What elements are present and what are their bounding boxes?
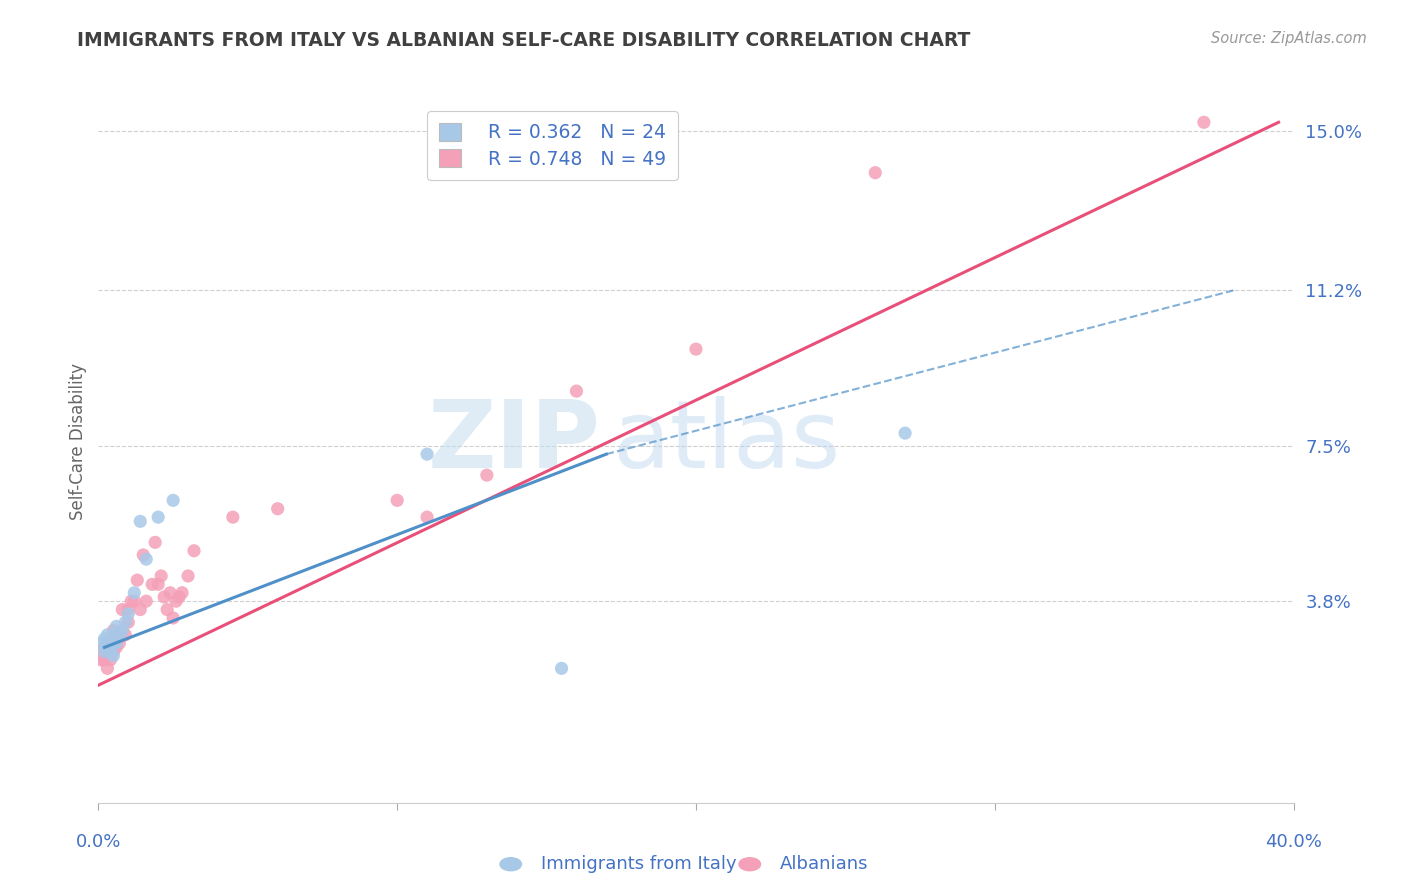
Text: Source: ZipAtlas.com: Source: ZipAtlas.com <box>1211 31 1367 46</box>
Point <box>98 653 122 667</box>
Point <box>105 619 128 633</box>
Point <box>108 636 131 650</box>
Point <box>93 632 115 646</box>
Point <box>135 552 157 566</box>
Point <box>96 636 118 650</box>
Point <box>117 607 139 621</box>
Point <box>114 615 136 630</box>
Point <box>565 384 588 398</box>
Point <box>93 653 115 667</box>
Text: 40.0%: 40.0% <box>1265 833 1322 851</box>
Text: Immigrants from Italy: Immigrants from Italy <box>541 855 737 873</box>
Point <box>153 590 176 604</box>
Point <box>165 594 187 608</box>
Circle shape <box>740 858 761 871</box>
Point <box>96 661 118 675</box>
Point <box>129 514 152 528</box>
Point <box>103 648 125 663</box>
Legend:   R = 0.362   N = 24,   R = 0.748   N = 49: R = 0.362 N = 24, R = 0.748 N = 49 <box>427 112 678 180</box>
Point <box>117 602 139 616</box>
Point <box>177 569 200 583</box>
Point <box>148 510 170 524</box>
Point <box>685 342 707 356</box>
Point <box>90 636 112 650</box>
Point <box>129 602 152 616</box>
Point <box>93 640 115 655</box>
Point <box>111 624 134 638</box>
Point <box>150 569 173 583</box>
Point <box>103 636 125 650</box>
Point <box>103 628 125 642</box>
Point <box>108 628 131 642</box>
Point <box>162 493 184 508</box>
Point <box>894 426 917 441</box>
Point <box>90 644 112 658</box>
Point <box>90 653 112 667</box>
Point <box>222 510 245 524</box>
Point <box>550 661 572 675</box>
Text: atlas: atlas <box>613 395 841 488</box>
Point <box>132 548 155 562</box>
Point <box>96 628 118 642</box>
Point <box>416 510 439 524</box>
Point <box>96 640 118 655</box>
Point <box>103 644 125 658</box>
Point <box>114 628 136 642</box>
Point <box>385 493 409 508</box>
Text: ZIP: ZIP <box>427 395 600 488</box>
Point <box>105 628 128 642</box>
Point <box>93 644 115 658</box>
Point <box>103 632 125 646</box>
Point <box>172 586 194 600</box>
Point <box>98 640 122 655</box>
Point <box>105 636 128 650</box>
Point <box>103 624 125 638</box>
Point <box>159 586 181 600</box>
Y-axis label: Self-Care Disability: Self-Care Disability <box>69 363 87 520</box>
Point <box>111 624 134 638</box>
Text: Albanians: Albanians <box>779 855 868 873</box>
Point <box>267 501 290 516</box>
Point <box>127 573 149 587</box>
Point <box>141 577 163 591</box>
Point <box>96 644 118 658</box>
Point <box>120 594 142 608</box>
Point <box>183 543 205 558</box>
Point <box>98 644 122 658</box>
Point <box>124 586 146 600</box>
Point <box>135 594 157 608</box>
Point <box>162 611 184 625</box>
Point <box>167 590 190 604</box>
Point <box>98 636 122 650</box>
Point <box>117 615 139 630</box>
Point <box>124 594 146 608</box>
Point <box>475 468 498 483</box>
Point <box>108 628 131 642</box>
Point <box>416 447 439 461</box>
Point <box>148 577 170 591</box>
Point <box>865 166 887 180</box>
Text: IMMIGRANTS FROM ITALY VS ALBANIAN SELF-CARE DISABILITY CORRELATION CHART: IMMIGRANTS FROM ITALY VS ALBANIAN SELF-C… <box>77 31 970 50</box>
Point <box>105 640 128 655</box>
Point <box>111 602 134 616</box>
Point <box>156 602 179 616</box>
Point <box>143 535 166 549</box>
Point <box>1192 115 1215 129</box>
Circle shape <box>501 858 522 871</box>
Text: 0.0%: 0.0% <box>76 833 121 851</box>
